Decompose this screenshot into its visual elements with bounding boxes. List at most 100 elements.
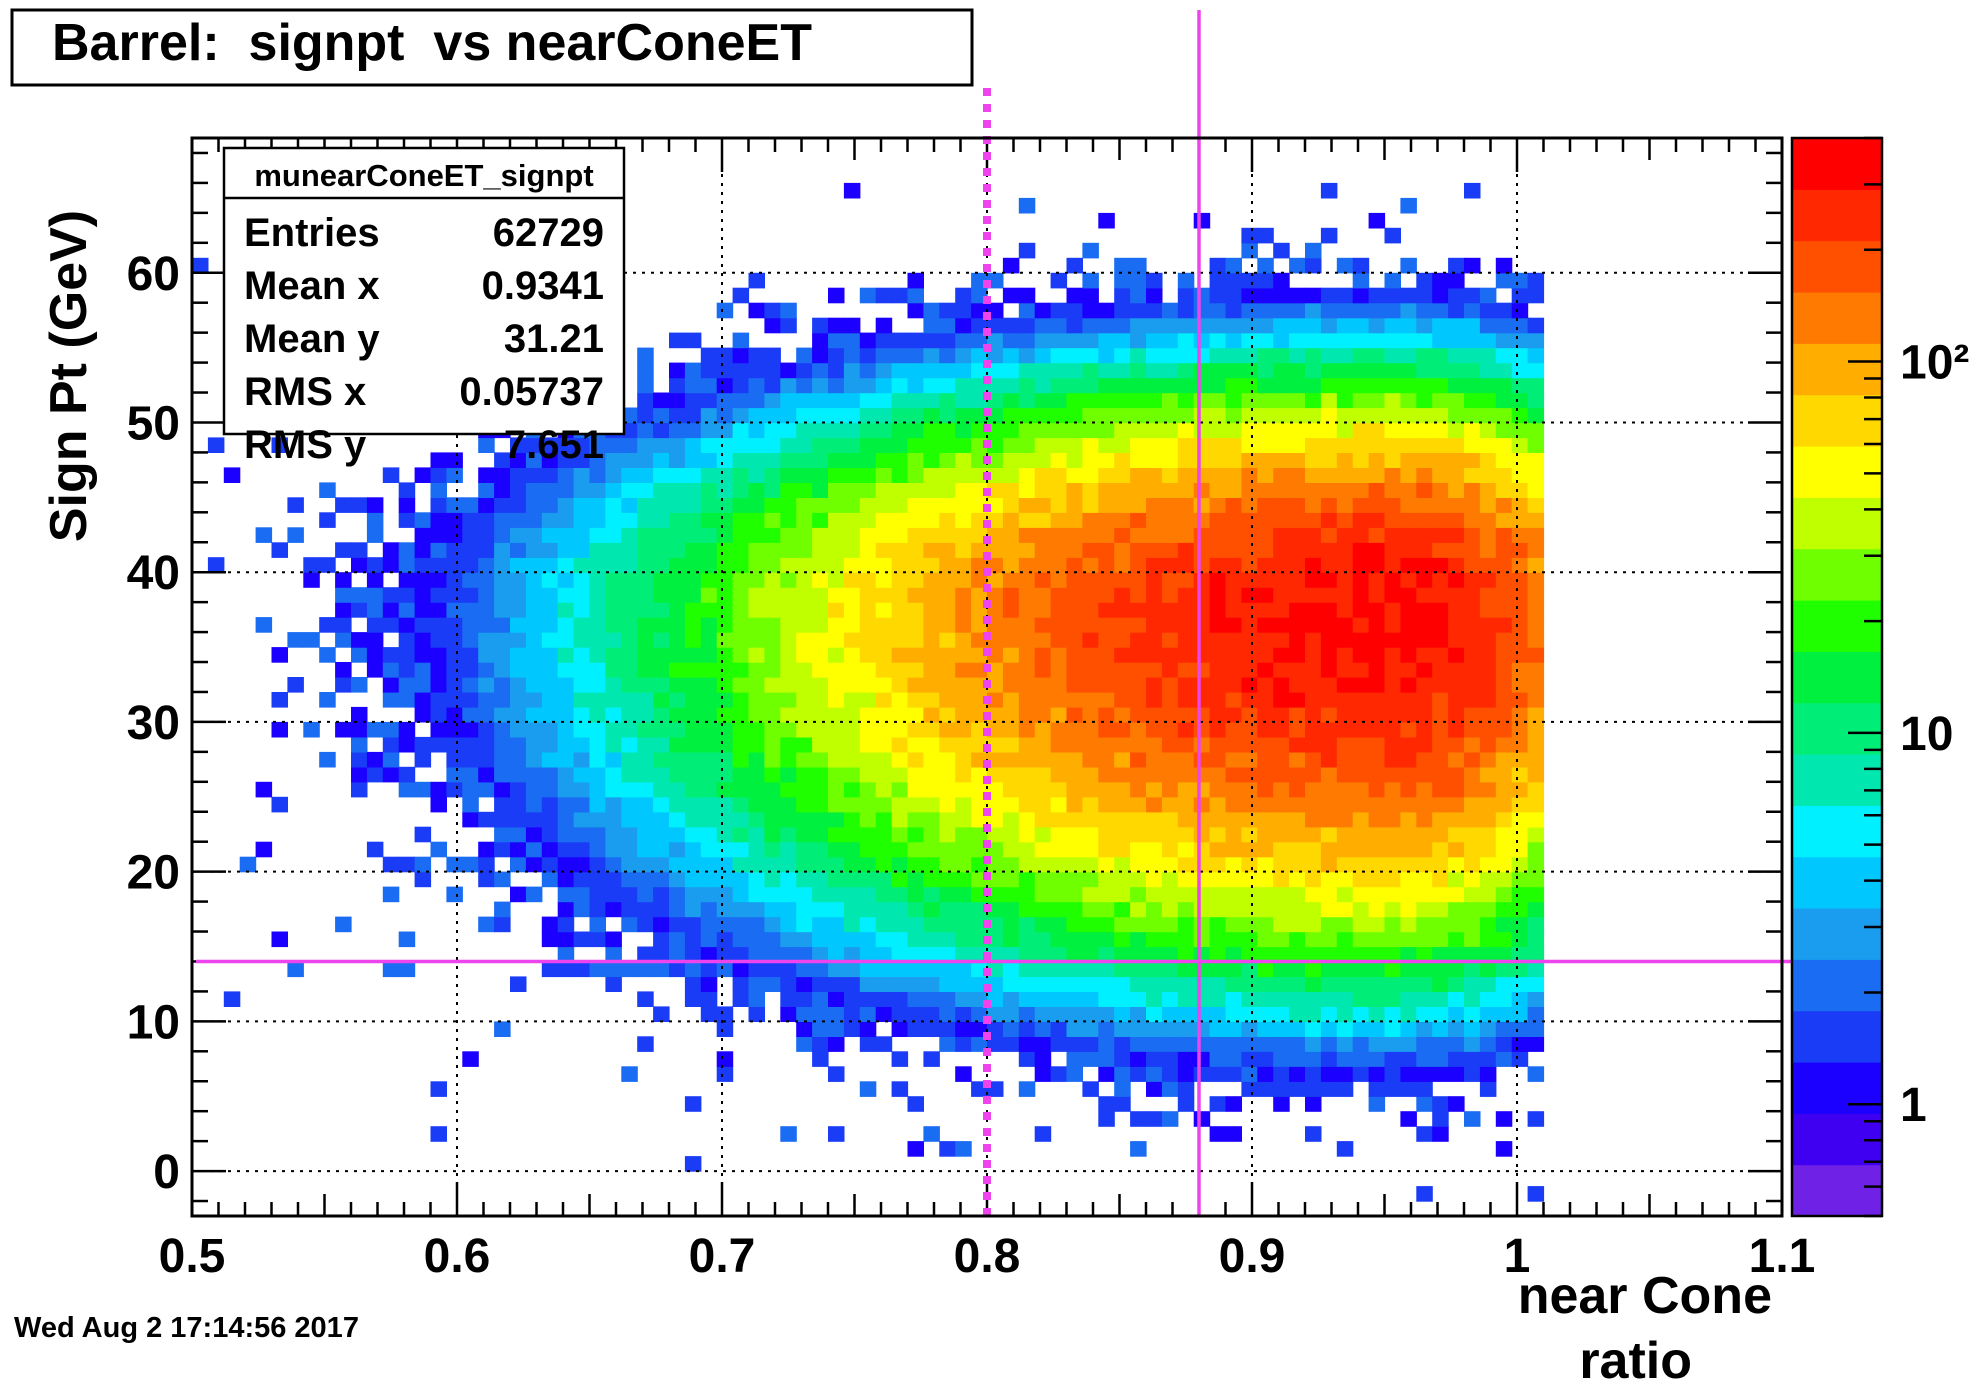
heatmap-cell — [1464, 1066, 1481, 1082]
heatmap-cell — [1416, 1081, 1433, 1097]
heatmap-cell — [1273, 931, 1290, 948]
heatmap-cell — [859, 1081, 877, 1097]
heatmap-cell — [923, 886, 940, 903]
heatmap-cell — [732, 961, 750, 978]
heatmap-cell — [430, 841, 447, 858]
heatmap-cell — [1384, 617, 1401, 633]
heatmap-cell — [1368, 766, 1386, 783]
heatmap-cell — [1273, 572, 1290, 588]
heatmap-cell — [1368, 886, 1386, 903]
heatmap-cell — [1257, 1006, 1274, 1022]
heatmap-cell — [1018, 617, 1036, 633]
heatmap-cell — [987, 602, 1004, 618]
heatmap-cell — [1161, 826, 1179, 843]
heatmap-cell — [589, 781, 606, 798]
heatmap-cell — [700, 467, 718, 483]
heatmap-cell — [335, 542, 352, 558]
heatmap-cell — [366, 617, 384, 633]
heatmap-cell — [1130, 512, 1147, 528]
heatmap-cell — [748, 1006, 765, 1022]
heatmap-cell — [1384, 871, 1401, 888]
heatmap-cell — [1002, 437, 1020, 453]
heatmap-cell — [319, 557, 336, 573]
heatmap-cell — [1400, 602, 1417, 618]
heatmap-cell — [875, 512, 893, 528]
heatmap-cell — [1034, 452, 1052, 468]
heatmap-cell — [1098, 1021, 1115, 1037]
heatmap-cell — [1257, 302, 1274, 319]
heatmap-cell — [1305, 901, 1322, 918]
heatmap-cell — [1336, 811, 1354, 828]
heatmap-cell — [1320, 647, 1338, 663]
heatmap-cell — [1432, 1021, 1449, 1037]
heatmap-cell — [510, 841, 527, 858]
heatmap-cell — [907, 377, 924, 394]
heatmap-cell — [764, 452, 781, 468]
heatmap-cell — [1432, 557, 1449, 573]
heatmap-cell — [398, 961, 416, 978]
heatmap-cell — [525, 482, 543, 498]
heatmap-cell — [1241, 587, 1258, 603]
heatmap-cell — [1002, 1036, 1020, 1052]
heatmap-cell — [557, 467, 575, 483]
heatmap-cell — [923, 901, 940, 918]
heatmap-cell — [1034, 617, 1052, 633]
heatmap-cell — [684, 991, 702, 1007]
heatmap-cell — [748, 721, 765, 738]
heatmap-cell — [653, 796, 670, 813]
heatmap-cell — [987, 796, 1004, 813]
heatmap-cell — [637, 572, 654, 588]
heatmap-cell — [859, 662, 877, 678]
heatmap-cell — [1495, 961, 1513, 978]
heatmap-cell — [1114, 706, 1131, 723]
heatmap-cell — [1241, 617, 1258, 633]
heatmap-cell — [891, 377, 909, 394]
heatmap-cell — [589, 527, 606, 543]
heatmap-cell — [1034, 662, 1052, 678]
heatmap-cell — [987, 721, 1004, 738]
heatmap-cell — [366, 662, 384, 678]
heatmap-cell — [907, 721, 924, 738]
heatmap-cell — [462, 497, 479, 513]
heatmap-cell — [1130, 377, 1147, 394]
heatmap-cell — [1432, 706, 1449, 723]
heatmap-cell — [1114, 422, 1131, 439]
heatmap-cell — [684, 677, 702, 693]
heatmap-cell — [462, 721, 479, 738]
heatmap-cell — [1336, 946, 1354, 963]
heatmap-cell — [1289, 976, 1306, 992]
heatmap-cell — [1273, 332, 1290, 349]
heatmap-cell — [1384, 437, 1401, 453]
heatmap-cell — [828, 796, 845, 813]
heatmap-cell — [891, 287, 909, 304]
heatmap-cell — [573, 871, 591, 888]
heatmap-cell — [1320, 961, 1338, 978]
heatmap-cell — [923, 497, 940, 513]
heatmap-cell — [907, 781, 924, 798]
heatmap-cell — [1384, 482, 1401, 498]
heatmap-cell — [1432, 497, 1449, 513]
heatmap-cell — [891, 826, 909, 843]
heatmap-cell — [1479, 856, 1497, 873]
heatmap-cell — [828, 841, 845, 858]
heatmap-cell — [939, 946, 956, 963]
heatmap-cell — [891, 901, 909, 918]
heatmap-cell — [955, 632, 972, 648]
heatmap-cell — [1273, 751, 1290, 768]
heatmap-cell — [557, 856, 575, 873]
heatmap-cell — [382, 587, 400, 603]
heatmap-cell — [573, 736, 591, 753]
heatmap-cell — [1368, 647, 1386, 663]
heatmap-cell — [1193, 1111, 1211, 1127]
heatmap-cell — [1225, 946, 1242, 963]
heatmap-cell — [1098, 467, 1115, 483]
heatmap-cell — [1066, 407, 1083, 424]
heatmap-cell — [1400, 1051, 1417, 1067]
heatmap-cell — [1336, 512, 1354, 528]
heatmap-cell — [1495, 706, 1513, 723]
heatmap-cell — [1305, 527, 1322, 543]
heatmap-cell — [1034, 781, 1052, 798]
heatmap-cell — [875, 991, 893, 1007]
heatmap-cell — [1368, 1066, 1386, 1082]
heatmap-cell — [1495, 572, 1513, 588]
